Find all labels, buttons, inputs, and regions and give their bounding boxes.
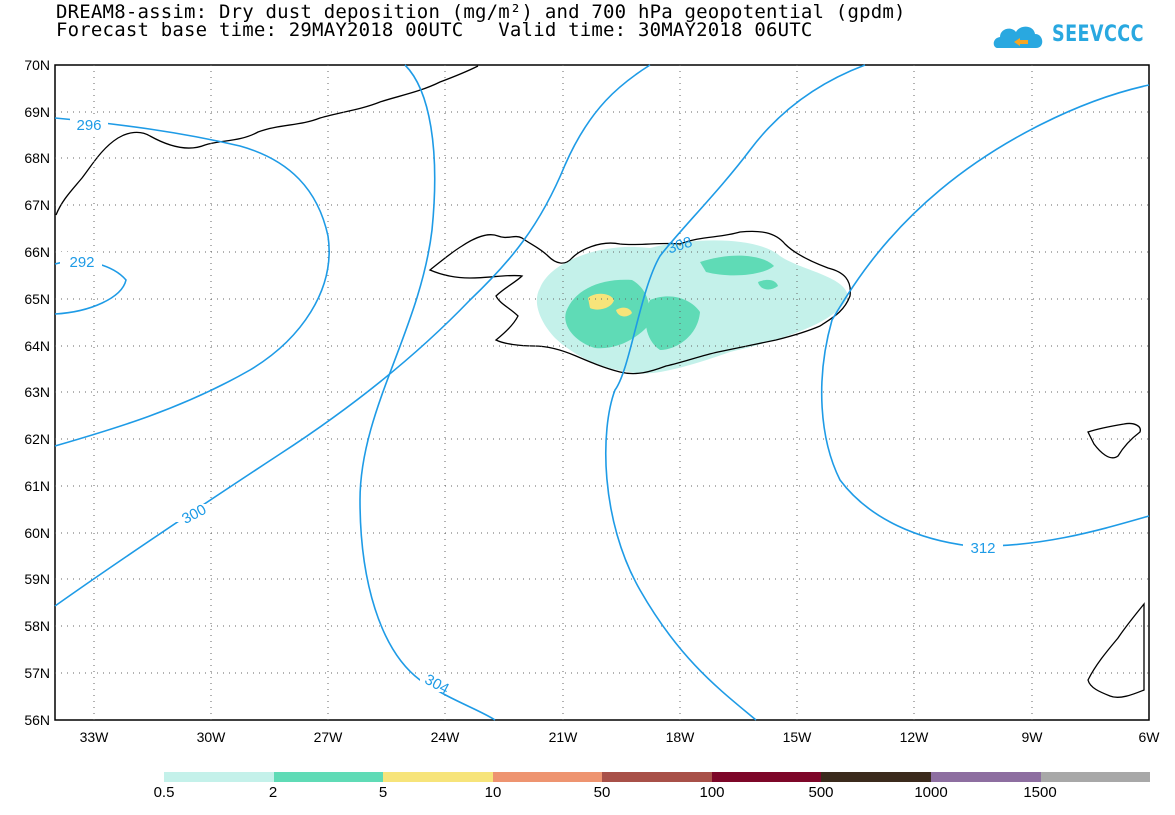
legend-swatch-5	[602, 772, 712, 782]
legend-label: 10	[484, 784, 502, 801]
lat-label-61n: 61N	[24, 478, 50, 494]
legend-swatch-1	[164, 772, 274, 782]
lon-label-33w: 33W	[80, 729, 110, 745]
lon-label-21w: 21W	[549, 729, 579, 745]
map-title-line1: DREAM8-assim: Dry dust deposition (mg/m²…	[56, 1, 906, 23]
legend-swatch-3	[383, 772, 493, 782]
lat-label-68n: 68N	[24, 150, 50, 166]
grid-lines	[55, 65, 1149, 720]
legend-label: 0.5	[153, 784, 175, 801]
lat-label-64n: 64N	[24, 338, 50, 354]
lat-label-58n: 58N	[24, 618, 50, 634]
legend-swatch-2	[273, 772, 384, 782]
lon-label-24w: 24W	[431, 729, 461, 745]
cloud-logo-icon	[993, 26, 1043, 48]
lat-label-65n: 65N	[24, 291, 50, 307]
legend-label: 5	[378, 784, 388, 801]
lon-label-18w: 18W	[666, 729, 696, 745]
lon-label-30w: 30W	[197, 729, 227, 745]
lat-label-62n: 62N	[24, 431, 50, 447]
contour-label-308: 308	[665, 234, 694, 258]
lat-label-69n: 69N	[24, 104, 50, 120]
lat-label-56n: 56N	[24, 712, 50, 728]
legend-label: 50	[593, 784, 611, 801]
contour-label-296: 296	[76, 117, 101, 134]
coastlines	[55, 65, 1145, 698]
logo-text: SEEVCCC	[1052, 22, 1144, 47]
lat-label-67n: 67N	[24, 197, 50, 213]
map-panel: 296 292 300 304 308 312 70N 69N 68N 67N …	[24, 57, 1161, 745]
legend-swatch-6	[711, 772, 822, 782]
legend-swatch-8	[930, 772, 1041, 782]
latitude-axis-labels: 70N 69N 68N 67N 66N 65N 64N 63N 62N 61N …	[24, 57, 50, 728]
color-legend-bar	[164, 772, 1151, 782]
lat-label-63n: 63N	[24, 384, 50, 400]
lon-label-27w: 27W	[314, 729, 344, 745]
lon-label-9w: 9W	[1022, 729, 1044, 745]
legend-label: 100	[699, 784, 725, 801]
lon-label-6w: 6W	[1139, 729, 1161, 745]
lat-label-60n: 60N	[24, 525, 50, 541]
contour-label-312: 312	[970, 540, 995, 557]
lat-label-70n: 70N	[24, 57, 50, 73]
lat-label-59n: 59N	[24, 571, 50, 587]
longitude-axis-labels: 33W 30W 27W 24W 21W 18W 15W 12W 9W 6W	[80, 729, 1161, 745]
legend-label: 1500	[1023, 784, 1057, 801]
map-title-line2: Forecast base time: 29MAY2018 00UTC Vali…	[56, 19, 813, 41]
legend-label: 1000	[914, 784, 948, 801]
legend-swatch-4	[492, 772, 603, 782]
legend-labels: 0.5 2 5 10 50 100 500 1000 1500	[0, 784, 1175, 804]
contour-label-292: 292	[69, 254, 94, 271]
legend-swatch-9	[1040, 772, 1151, 782]
dust-shading	[536, 240, 848, 374]
legend-label: 2	[268, 784, 278, 801]
lon-label-12w: 12W	[900, 729, 930, 745]
legend-swatch-7	[821, 772, 931, 782]
legend-label: 500	[808, 784, 834, 801]
lat-label-66n: 66N	[24, 244, 50, 260]
lon-label-15w: 15W	[783, 729, 813, 745]
lat-label-57n: 57N	[24, 665, 50, 681]
